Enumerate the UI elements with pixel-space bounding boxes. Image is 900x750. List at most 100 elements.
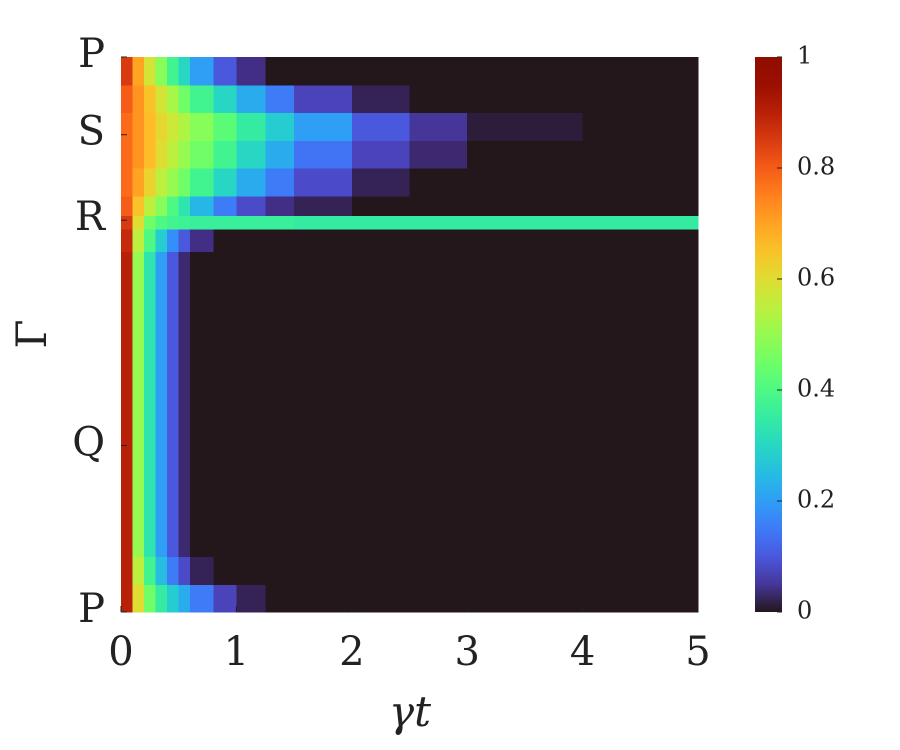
heatmap-cell — [121, 279, 134, 308]
heatmap-cell — [190, 140, 214, 169]
heatmap-cell — [265, 334, 295, 363]
heatmap-cell — [132, 251, 145, 280]
heatmap-cell — [144, 473, 157, 502]
heatmap-cell — [213, 556, 237, 585]
heatmap-cell — [155, 195, 168, 216]
heatmap-cell — [351, 279, 411, 308]
heatmap-cell — [294, 251, 353, 280]
heatmap-cell — [294, 112, 353, 141]
heatmap-cell — [582, 215, 699, 230]
heatmap-cell — [155, 390, 168, 419]
heatmap-cell — [132, 362, 145, 391]
heatmap-cell — [236, 195, 266, 216]
heatmap-cell — [144, 251, 157, 280]
heatmap-cell — [213, 362, 237, 391]
heatmap-cell — [467, 112, 584, 141]
heatmap-cell — [190, 229, 214, 252]
heatmap-cell — [265, 251, 295, 280]
heatmap-cell — [409, 279, 468, 308]
heatmap-cell — [409, 140, 468, 169]
heatmap-cell — [144, 195, 157, 216]
heatmap-cell — [132, 229, 145, 252]
heatmap-cell — [178, 195, 191, 216]
heatmap-cell — [265, 140, 295, 169]
heatmap-cell — [236, 501, 266, 530]
heatmap-cell — [190, 57, 214, 86]
heatmap-cell — [144, 215, 157, 230]
heatmap-cell — [351, 445, 411, 474]
heatmap-cell — [144, 84, 157, 114]
y-tick-label: Q — [72, 420, 105, 466]
heatmap-cell — [351, 140, 411, 169]
heatmap-cell — [294, 501, 353, 530]
heatmap-cell — [155, 445, 168, 474]
heatmap-cell — [409, 501, 468, 530]
heatmap-cell — [121, 528, 134, 558]
heatmap-cell — [213, 229, 237, 252]
heatmap-cell — [409, 556, 468, 585]
heatmap-cell — [467, 306, 584, 336]
heatmap-cell — [236, 112, 266, 141]
heatmap-cell — [351, 473, 411, 502]
heatmap-cell — [190, 334, 214, 363]
heatmap-cell — [582, 195, 699, 216]
heatmap-cell — [213, 112, 237, 141]
heatmap-cell — [409, 584, 468, 613]
heatmap-cell — [144, 417, 157, 447]
heatmap-cell — [294, 473, 353, 502]
heatmap-cell — [467, 501, 584, 530]
heatmap-cell — [467, 84, 584, 114]
heatmap-cell — [132, 473, 145, 502]
heatmap-cell — [351, 334, 411, 363]
heatmap-cell — [582, 112, 699, 141]
heatmap-cell — [155, 306, 168, 336]
heatmap-cell — [236, 215, 266, 230]
heatmap-cell — [144, 445, 157, 474]
heatmap-cell — [467, 334, 584, 363]
heatmap-cell — [190, 251, 214, 280]
heatmap-cell — [236, 229, 266, 252]
heatmap-cell — [132, 140, 145, 169]
heatmap-cell — [409, 251, 468, 280]
heatmap-cell — [190, 445, 214, 474]
heatmap-cell — [467, 195, 584, 216]
heatmap-cell — [132, 57, 145, 86]
heatmap-cell — [409, 334, 468, 363]
heatmap-cell — [213, 501, 237, 530]
heatmap-cell — [213, 215, 237, 230]
heatmap-cell — [467, 528, 584, 558]
heatmap-cell — [294, 229, 353, 252]
heatmap-cell — [132, 215, 145, 230]
heatmap-cell — [213, 445, 237, 474]
heatmap-cell — [144, 390, 157, 419]
heatmap-cell — [132, 84, 145, 114]
heatmap-cell — [467, 362, 584, 391]
heatmap-cell — [178, 306, 191, 336]
heatmap-cell — [167, 84, 180, 114]
heatmap-cell — [294, 417, 353, 447]
heatmap-cell — [167, 417, 180, 447]
heatmap-cell — [167, 215, 180, 230]
heatmap-cell — [121, 57, 134, 86]
heatmap-cell — [582, 229, 699, 252]
heatmap-cell — [467, 445, 584, 474]
heatmap-cell — [155, 229, 168, 252]
heatmap-cell — [467, 390, 584, 419]
heatmap-cell — [236, 84, 266, 114]
heatmap-cell — [178, 215, 191, 230]
x-tick-label: 0 — [108, 629, 133, 675]
heatmap-cell — [236, 362, 266, 391]
heatmap-cell — [167, 195, 180, 216]
heatmap-cell — [132, 417, 145, 447]
heatmap-cell — [236, 445, 266, 474]
heatmap-cell — [265, 112, 295, 141]
heatmap-cell — [236, 584, 266, 613]
heatmap-cell — [236, 306, 266, 336]
heatmap-cell — [294, 215, 353, 230]
heatmap-cell — [144, 279, 157, 308]
heatmap-cell — [144, 501, 157, 530]
heatmap-cell — [178, 528, 191, 558]
heatmap-cell — [351, 168, 411, 197]
heatmap-cell — [155, 251, 168, 280]
heatmap-cell — [213, 417, 237, 447]
